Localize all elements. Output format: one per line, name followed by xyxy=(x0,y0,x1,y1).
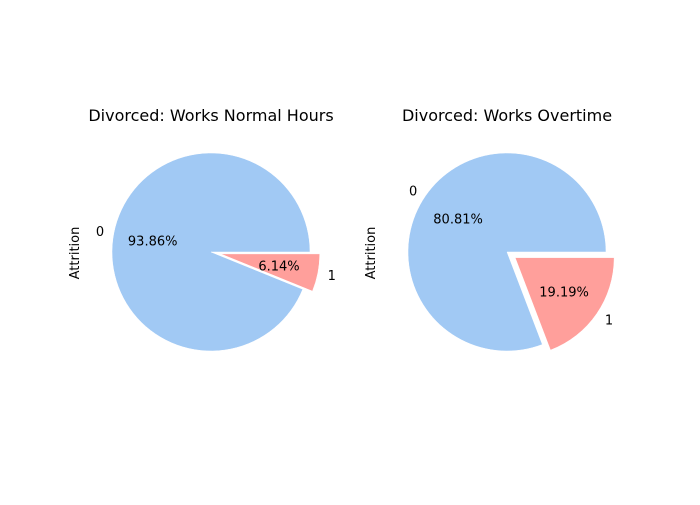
slice-percent-1: 6.14% xyxy=(258,259,299,274)
pie-slice-0 xyxy=(111,152,311,352)
slice-label-1: 1 xyxy=(328,269,336,284)
y-axis-label: Attrition xyxy=(364,227,379,280)
slice-percent-1: 19.19% xyxy=(539,285,589,300)
slice-percent-0: 80.81% xyxy=(433,212,483,227)
pie-slice-1 xyxy=(514,257,615,351)
pie-chart-2: Divorced: Works Overtime Attrition 0 80.81%… xyxy=(364,106,615,352)
y-axis-label: Attrition xyxy=(68,227,83,280)
slice-label-0: 0 xyxy=(409,184,417,199)
slice-label-1: 1 xyxy=(605,313,613,328)
slice-percent-0: 93.86% xyxy=(128,235,178,250)
pie-slice-0 xyxy=(407,152,607,352)
slice-label-0: 0 xyxy=(96,225,104,240)
chart-title: Divorced: Works Overtime xyxy=(402,106,612,125)
pie-slice-1 xyxy=(220,253,320,292)
pie-chart-1: Divorced: Works Normal Hours Attrition 0 93… xyxy=(68,106,336,352)
chart-title: Divorced: Works Normal Hours xyxy=(88,106,333,125)
